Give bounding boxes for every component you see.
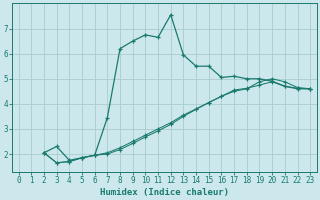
X-axis label: Humidex (Indice chaleur): Humidex (Indice chaleur) (100, 188, 229, 197)
